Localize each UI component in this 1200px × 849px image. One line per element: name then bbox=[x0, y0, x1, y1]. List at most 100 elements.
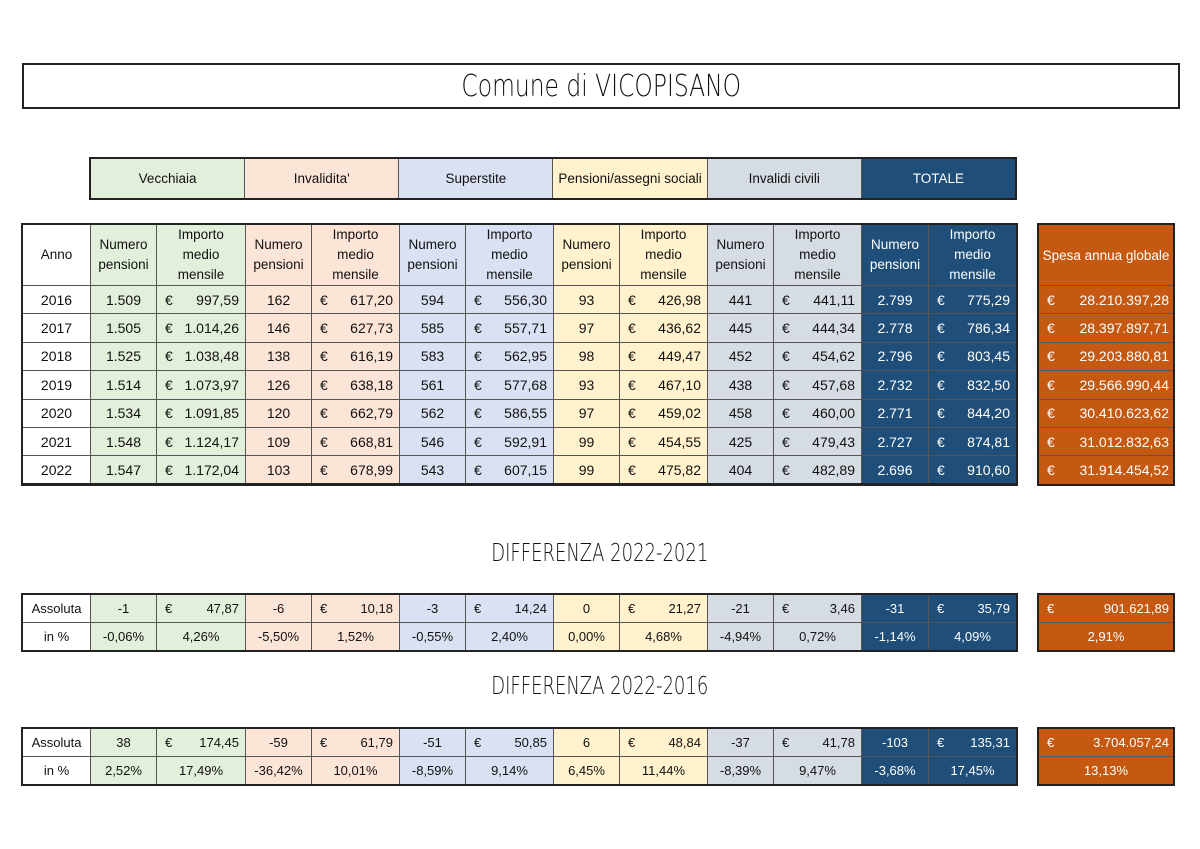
euro-sign: € bbox=[1047, 601, 1055, 616]
year-cell: 2021 bbox=[22, 426, 91, 457]
importo-cell: €459,02 bbox=[619, 398, 708, 428]
euro-sign: € bbox=[782, 601, 790, 616]
diff-title-2021: DIFFERENZA 2022-2021 bbox=[491, 538, 709, 567]
diff-cell: -31 bbox=[861, 594, 929, 623]
amount: 1.091,85 bbox=[184, 405, 240, 422]
importo-cell: €479,43 bbox=[773, 426, 862, 457]
amount: 61,79 bbox=[360, 735, 393, 750]
numero-cell: 97 bbox=[553, 398, 620, 428]
amount: 577,68 bbox=[504, 376, 547, 393]
row-label: Assoluta bbox=[22, 594, 91, 623]
year-cell: 2019 bbox=[22, 370, 91, 400]
importo-cell: €586,55 bbox=[465, 398, 554, 428]
global-spending-table: Spesa annua globale €28.210.397,28 €28.397… bbox=[1037, 223, 1175, 486]
year-cell: 2018 bbox=[22, 341, 91, 372]
diff-cell: €10,18 bbox=[311, 594, 400, 623]
importo-cell: €775,29 bbox=[928, 284, 1017, 315]
year-cell: 2016 bbox=[22, 284, 91, 315]
importo-cell: €592,91 bbox=[465, 426, 554, 457]
importo-cell: €662,79 bbox=[311, 398, 400, 428]
euro-sign: € bbox=[165, 735, 173, 750]
table-row: 2022 1.547 €1.172,04 103 €678,99 543 €607,15 99… bbox=[22, 455, 1017, 486]
diff-table-2016: Assoluta 38 €174,45 -59 €61,79 -51 €50,85 6 €48,… bbox=[21, 727, 1018, 786]
euro-sign: € bbox=[320, 320, 328, 337]
amount: 48,84 bbox=[668, 735, 701, 750]
amount: 41,78 bbox=[822, 735, 855, 750]
amount: 844,20 bbox=[967, 405, 1010, 422]
header-importo: Importo medio mensile bbox=[311, 224, 400, 286]
globale-percent-cell: 2,91% bbox=[1038, 622, 1174, 651]
amount: 28.210.397,28 bbox=[1079, 291, 1169, 308]
importo-cell: €457,68 bbox=[773, 370, 862, 400]
globale-cell: €30.410.623,62 bbox=[1038, 398, 1174, 428]
amount: 556,30 bbox=[504, 291, 547, 308]
amount: 586,55 bbox=[504, 405, 547, 422]
euro-sign: € bbox=[782, 735, 790, 750]
numero-cell: 93 bbox=[553, 284, 620, 315]
numero-cell: 138 bbox=[245, 341, 312, 372]
importo-cell: €997,59 bbox=[156, 284, 246, 315]
amount: 662,79 bbox=[350, 405, 393, 422]
amount: 1.073,97 bbox=[184, 376, 240, 393]
diff-global-percent: 13,13% bbox=[1038, 756, 1174, 785]
euro-sign: € bbox=[320, 348, 328, 365]
category-totale: TOTALE bbox=[860, 158, 1017, 199]
diff-cell: €21,27 bbox=[619, 594, 708, 623]
diff-global-percent: 2,91% bbox=[1038, 622, 1174, 651]
year-cell: 2022 bbox=[22, 455, 91, 486]
amount: 910,60 bbox=[967, 461, 1010, 478]
euro-sign: € bbox=[474, 291, 482, 308]
diff-cell: 10,01% bbox=[311, 756, 400, 785]
euro-sign: € bbox=[474, 601, 482, 616]
amount: 50,85 bbox=[514, 735, 547, 750]
amount: 30.410.623,62 bbox=[1079, 405, 1169, 422]
table-row: 2018 1.525 €1.038,48 138 €616,19 583 €562,95 98… bbox=[22, 341, 1017, 372]
amount: 3,46 bbox=[829, 601, 855, 616]
euro-sign: € bbox=[937, 405, 945, 422]
importo-cell: €874,81 bbox=[928, 426, 1017, 457]
importo-cell: €454,55 bbox=[619, 426, 708, 457]
header-importo: Importo medio mensile bbox=[156, 224, 246, 286]
importo-cell: €786,34 bbox=[928, 313, 1017, 343]
category-superstite: Superstite bbox=[398, 158, 554, 199]
euro-sign: € bbox=[165, 320, 173, 337]
header-numero: Numero pensioni bbox=[707, 224, 774, 286]
importo-cell: €638,18 bbox=[311, 370, 400, 400]
diff-cell: 2,52% bbox=[90, 756, 157, 785]
importo-cell: €436,62 bbox=[619, 313, 708, 343]
diff-title-2016: DIFFERENZA 2022-2016 bbox=[491, 671, 709, 700]
diff-cell: -8,59% bbox=[399, 756, 466, 785]
amount: 627,73 bbox=[350, 320, 393, 337]
importo-cell: €1.014,26 bbox=[156, 313, 246, 343]
diff-cell: -51 bbox=[399, 728, 466, 757]
numero-cell: 109 bbox=[245, 426, 312, 457]
euro-sign: € bbox=[1047, 348, 1055, 365]
diff-cell: 0 bbox=[553, 594, 620, 623]
euro-sign: € bbox=[782, 405, 790, 422]
header-importo: Importo medio mensile bbox=[619, 224, 708, 286]
euro-sign: € bbox=[474, 461, 482, 478]
amount: 454,62 bbox=[812, 348, 855, 365]
amount: 3.704.057,24 bbox=[1093, 735, 1169, 750]
euro-sign: € bbox=[1047, 376, 1055, 393]
importo-cell: €577,68 bbox=[465, 370, 554, 400]
diff-cell: -3,68% bbox=[861, 756, 929, 785]
importo-cell: €556,30 bbox=[465, 284, 554, 315]
euro-sign: € bbox=[320, 433, 328, 450]
euro-sign: € bbox=[628, 461, 636, 478]
globale-cell: €29.203.880,81 bbox=[1038, 341, 1174, 372]
euro-sign: € bbox=[937, 348, 945, 365]
numero-cell: 146 bbox=[245, 313, 312, 343]
global-row: €30.410.623,62 bbox=[1038, 398, 1174, 428]
amount: 475,82 bbox=[658, 461, 701, 478]
diff-cell: -59 bbox=[245, 728, 312, 757]
diff-cell: 4,26% bbox=[156, 622, 246, 651]
header-numero: Numero pensioni bbox=[553, 224, 620, 286]
diff-cell: 6,45% bbox=[553, 756, 620, 785]
diff-cell: -0,55% bbox=[399, 622, 466, 651]
diff-cell: -1,14% bbox=[861, 622, 929, 651]
diff-cell: -0,06% bbox=[90, 622, 157, 651]
euro-sign: € bbox=[1047, 735, 1055, 750]
importo-cell: €475,82 bbox=[619, 455, 708, 486]
numero-cell: 1.509 bbox=[90, 284, 157, 315]
